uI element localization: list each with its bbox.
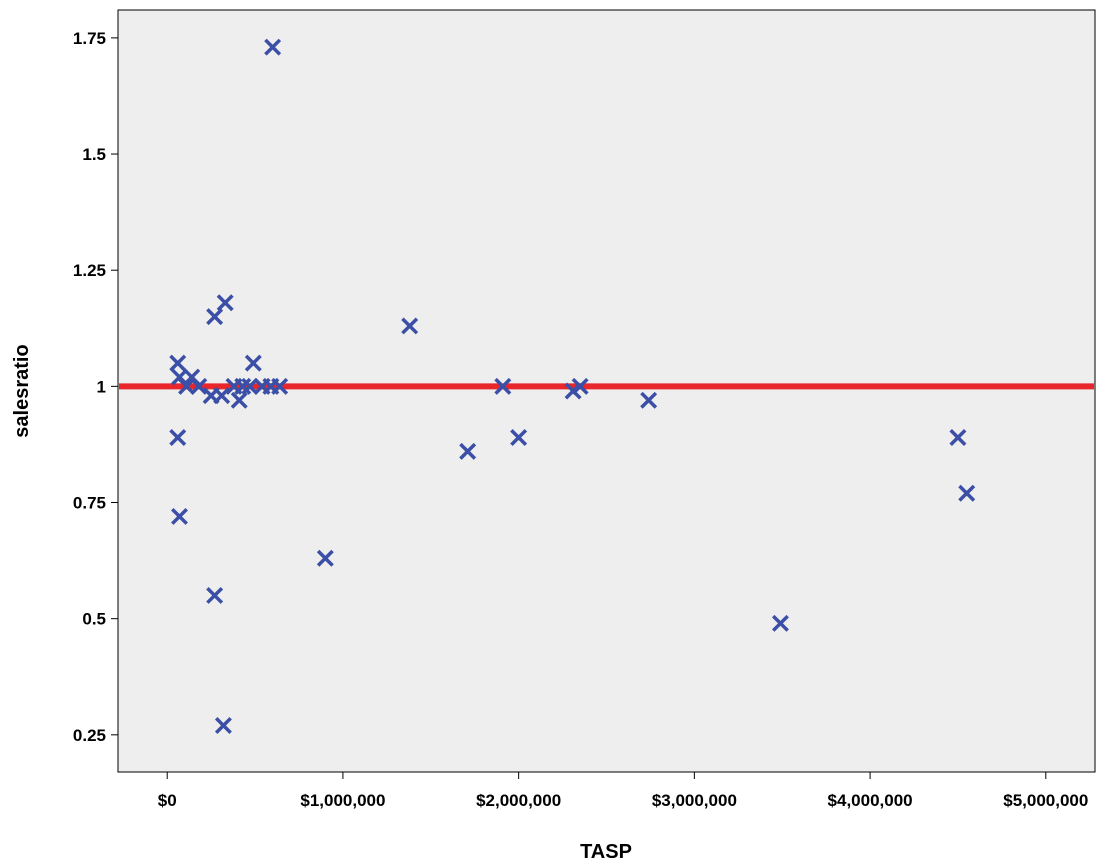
data-point-stroke bbox=[510, 428, 528, 446]
data-point bbox=[564, 382, 582, 400]
data-point-stroke bbox=[316, 549, 334, 567]
data-point-stroke bbox=[213, 387, 231, 405]
x-tick-label: $3,000,000 bbox=[652, 791, 737, 810]
data-point bbox=[316, 549, 334, 567]
y-tick-label: 1.5 bbox=[82, 145, 106, 164]
data-point bbox=[241, 377, 259, 395]
data-point-stroke bbox=[958, 484, 976, 502]
data-point-stroke bbox=[206, 586, 224, 604]
y-tick-label: 0.25 bbox=[73, 726, 106, 745]
plot-area bbox=[117, 9, 1096, 773]
y-tick-label: 1.75 bbox=[73, 29, 106, 48]
data-point-stroke bbox=[178, 377, 196, 395]
x-tick-label: $0 bbox=[158, 791, 177, 810]
y-tick-label: 0.75 bbox=[73, 494, 106, 513]
data-point-stroke bbox=[202, 387, 220, 405]
data-point bbox=[510, 428, 528, 446]
data-point bbox=[206, 586, 224, 604]
data-point bbox=[771, 614, 789, 632]
data-point-stroke bbox=[230, 391, 248, 409]
x-tick-label: $4,000,000 bbox=[828, 791, 913, 810]
data-point bbox=[459, 442, 477, 460]
x-tick-label: $1,000,000 bbox=[300, 791, 385, 810]
data-point-stroke bbox=[640, 391, 658, 409]
data-point-stroke bbox=[216, 294, 234, 312]
data-point bbox=[190, 377, 208, 395]
data-point bbox=[949, 428, 967, 446]
data-point bbox=[230, 391, 248, 409]
data-point bbox=[494, 377, 512, 395]
data-point bbox=[958, 484, 976, 502]
data-point bbox=[271, 377, 289, 395]
data-point-stroke bbox=[183, 368, 201, 386]
data-points bbox=[169, 38, 976, 735]
data-point-stroke bbox=[190, 377, 208, 395]
data-point bbox=[171, 507, 188, 525]
data-point-stroke bbox=[494, 377, 512, 395]
data-point-stroke bbox=[564, 382, 582, 400]
data-point bbox=[169, 428, 187, 446]
x-axis-title: TASP bbox=[580, 841, 632, 863]
data-point-stroke bbox=[171, 368, 188, 386]
y-axis: 0.25 0.5 0.75 1 1.25 1.5 1.75 bbox=[73, 29, 118, 745]
data-point bbox=[401, 317, 419, 335]
x-tick-label: $5,000,000 bbox=[1003, 791, 1088, 810]
data-point bbox=[244, 354, 262, 372]
data-point-stroke bbox=[206, 308, 224, 326]
data-point-stroke bbox=[949, 428, 967, 446]
y-tick-label: 1 bbox=[97, 377, 106, 396]
x-axis: $0 $1,000,000 $2,000,000 $3,000,000 $4,000,0… bbox=[158, 772, 1088, 810]
data-point-stroke bbox=[169, 428, 187, 446]
data-point-stroke bbox=[169, 354, 187, 372]
data-point-stroke bbox=[264, 38, 282, 56]
x-tick-label: $2,000,000 bbox=[476, 791, 561, 810]
data-point bbox=[206, 308, 224, 326]
data-point-stroke bbox=[214, 717, 232, 735]
data-point-stroke bbox=[459, 442, 477, 460]
data-point-stroke bbox=[171, 507, 188, 525]
data-point bbox=[178, 377, 196, 395]
data-point bbox=[264, 38, 282, 56]
data-point-stroke bbox=[271, 377, 289, 395]
data-point-stroke bbox=[244, 354, 262, 372]
data-point-stroke bbox=[401, 317, 419, 335]
data-point bbox=[640, 391, 658, 409]
data-point bbox=[214, 717, 232, 735]
y-tick-label: 0.5 bbox=[82, 610, 106, 629]
data-point bbox=[202, 387, 220, 405]
data-point bbox=[216, 294, 234, 312]
data-point-stroke bbox=[771, 614, 789, 632]
y-tick-label: 1.25 bbox=[73, 261, 106, 280]
data-point-stroke bbox=[241, 377, 259, 395]
data-point bbox=[169, 354, 187, 372]
y-axis-title: salesratio bbox=[11, 344, 33, 437]
data-point bbox=[213, 387, 231, 405]
